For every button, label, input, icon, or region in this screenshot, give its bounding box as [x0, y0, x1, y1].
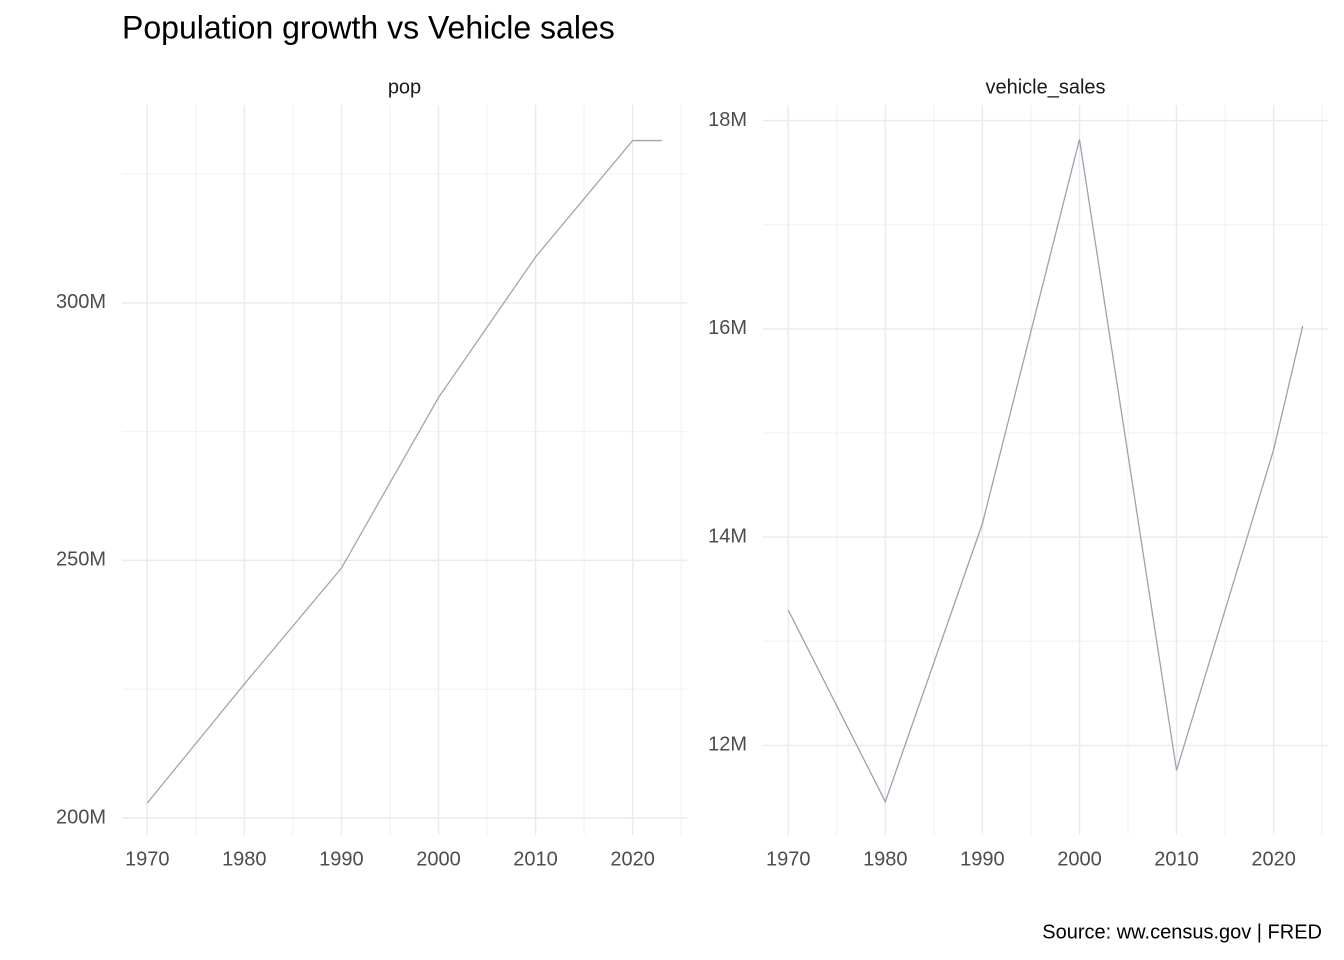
panel-title: vehicle_sales — [985, 76, 1105, 98]
x-tick-label: 1970 — [766, 848, 811, 870]
x-tick-label: 2000 — [416, 848, 461, 870]
y-tick-label: 14M — [708, 525, 747, 547]
x-tick-label: 2020 — [1251, 848, 1296, 870]
x-tick-label: 1990 — [960, 848, 1005, 870]
y-tick-label: 250M — [56, 549, 106, 571]
x-tick-label: 2010 — [513, 848, 558, 870]
x-tick-label: 1990 — [319, 848, 364, 870]
y-tick-label: 300M — [56, 291, 106, 313]
x-tick-label: 2010 — [1154, 848, 1199, 870]
x-tick-label: 2000 — [1057, 848, 1102, 870]
x-tick-label: 1970 — [125, 848, 170, 870]
line — [146, 139, 662, 804]
x-tick-label: 1980 — [222, 848, 267, 870]
x-tick-label: 1980 — [863, 848, 908, 870]
y-tick-label: 12M — [708, 734, 747, 756]
line — [787, 139, 1304, 804]
y-tick-label: 16M — [708, 317, 747, 339]
x-tick-label: 2020 — [610, 848, 655, 870]
y-tick-label: 200M — [56, 806, 106, 828]
caption: Source: ww.census.gov | FRED — [1042, 921, 1322, 943]
y-tick-label: 18M — [708, 109, 747, 131]
panel-title: pop — [388, 76, 421, 98]
chart-title: Population growth vs Vehicle sales — [122, 9, 615, 45]
